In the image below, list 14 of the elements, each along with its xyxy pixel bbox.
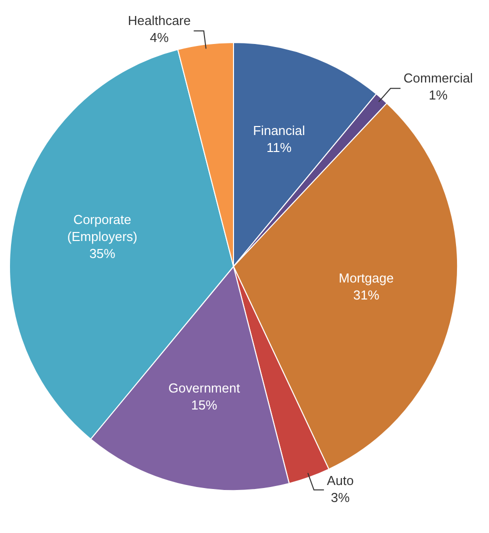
slice-label: Mortgage [338, 270, 394, 286]
slice-label: Healthcare [128, 13, 191, 28]
data-label: 35% [89, 246, 116, 261]
slice-label: Government [168, 380, 240, 396]
data-label: 11% [266, 140, 292, 156]
data-label: 15% [191, 398, 218, 413]
slice-label: Commercial [404, 70, 473, 86]
data-label: 3% [330, 490, 350, 505]
slice-label: Corporate (Employers) [67, 212, 138, 244]
data-label: 1% [428, 87, 448, 102]
slice-label: Auto [326, 472, 354, 488]
data-label: 4% [150, 30, 170, 46]
slice-label: Financial [253, 123, 306, 138]
data-label: 31% [353, 288, 380, 303]
